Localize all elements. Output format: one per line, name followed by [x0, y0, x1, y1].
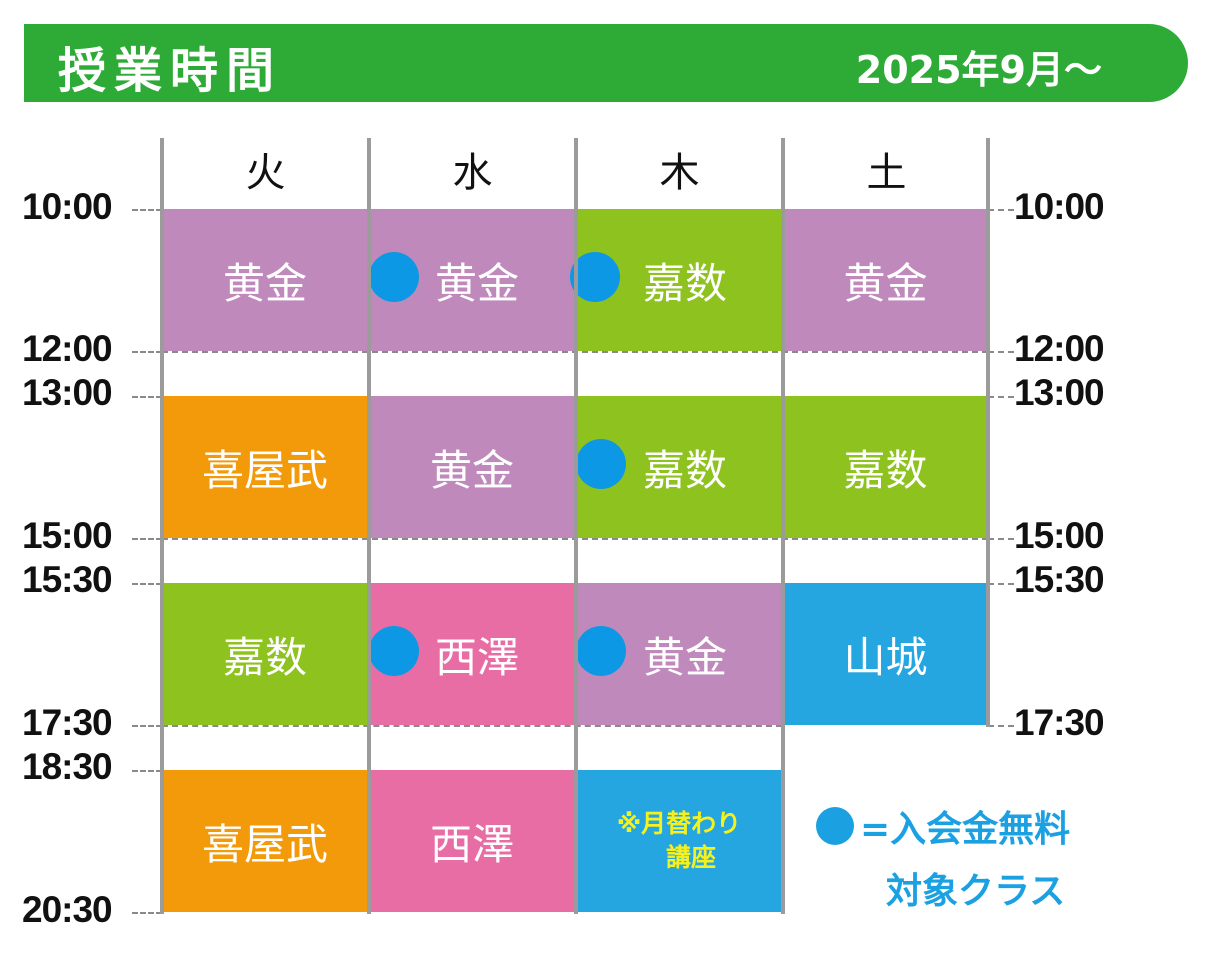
time-label-right-1500: 15:00 — [1014, 515, 1105, 556]
class-wed-1: 黄金 — [369, 209, 575, 351]
time-label-1000: 10:00 — [22, 186, 113, 227]
class-name: 黄金 — [434, 258, 519, 308]
legend-line-1: =入会金無料 — [860, 809, 1071, 850]
class-thu-1: 嘉数 — [570, 209, 782, 351]
time-label-1830: 18:30 — [22, 746, 113, 787]
effective-date: 2025年9月〜 — [855, 48, 1102, 92]
time-guide-1530 — [132, 583, 162, 585]
time-label-1530: 15:30 — [22, 559, 113, 600]
time-label-right-1530: 15:30 — [1014, 559, 1105, 600]
header-bar: 授業時間 2025年9月〜 — [24, 24, 1188, 102]
class-tue-4: 喜屋武 — [162, 770, 368, 912]
time-guide-1200 — [132, 351, 162, 353]
page-title: 授業時間 — [58, 43, 283, 99]
time-guide-1300 — [132, 396, 162, 398]
class-tue-3: 嘉数 — [162, 583, 368, 725]
legend-line-2: 対象クラス — [886, 871, 1066, 912]
free-entry-dot-icon — [576, 626, 626, 676]
note-line-2: 講座 — [665, 843, 716, 872]
day-wednesday: 水 — [452, 150, 493, 196]
time-guide-2030 — [132, 912, 162, 914]
class-name: 黄金 — [843, 258, 928, 308]
time-label-1730: 17:30 — [22, 702, 113, 743]
time-label-2030: 20:30 — [22, 889, 113, 930]
note-line-1: ※月替わり — [616, 809, 742, 839]
class-thu-3: 黄金 — [576, 583, 782, 725]
class-tue-1: 黄金 — [162, 209, 368, 351]
rotating-course-note: ※月替わり 講座 — [617, 807, 741, 875]
time-guide-right-1200 — [988, 351, 1014, 353]
class-name: 嘉数 — [843, 445, 928, 495]
class-name: 嘉数 — [642, 445, 727, 495]
class-name: 嘉数 — [642, 258, 727, 308]
class-sat-1: 黄金 — [783, 209, 988, 351]
time-label-1500: 15:00 — [22, 515, 113, 556]
free-entry-dot-icon — [369, 626, 419, 676]
free-entry-dot-icon — [570, 252, 620, 302]
class-name: 嘉数 — [222, 632, 307, 682]
class-name: 黄金 — [429, 445, 514, 495]
free-entry-dot-icon — [816, 807, 854, 845]
class-wed-3: 西澤 — [369, 583, 575, 725]
class-name: 西澤 — [434, 632, 519, 682]
time-guide-1830 — [132, 770, 162, 772]
time-label-right-1300: 13:00 — [1014, 372, 1105, 413]
free-entry-dot-icon — [369, 252, 419, 302]
class-thu-2: 嘉数 — [576, 396, 782, 538]
free-entry-dot-icon — [576, 439, 626, 489]
class-name: 喜屋武 — [201, 445, 328, 495]
time-label-right-1000: 10:00 — [1014, 186, 1105, 227]
time-guide-1500 — [132, 538, 162, 540]
class-name: 黄金 — [222, 258, 307, 308]
day-saturday: 土 — [866, 150, 907, 196]
legend: =入会金無料 対象クラス — [816, 800, 1070, 914]
time-label-right-1730: 17:30 — [1014, 702, 1105, 743]
time-guide-right-1000 — [988, 209, 1014, 211]
class-tue-2: 喜屋武 — [162, 396, 368, 538]
grid-line — [367, 138, 371, 914]
grid-line — [574, 138, 578, 914]
grid-line — [160, 138, 164, 914]
time-guide-right-1300 — [988, 396, 1014, 398]
time-guide-1730 — [132, 725, 162, 727]
time-label-right-1200: 12:00 — [1014, 328, 1105, 369]
class-name: 喜屋武 — [201, 819, 328, 869]
gap-dash-1730 — [162, 725, 782, 727]
class-name: 西澤 — [429, 819, 514, 869]
day-tuesday: 火 — [245, 150, 286, 196]
time-guide-1000 — [132, 209, 162, 211]
class-name: 山城 — [843, 632, 928, 682]
class-wed-4: 西澤 — [369, 770, 575, 912]
time-label-1300: 13:00 — [22, 372, 113, 413]
class-sat-3: 山城 — [783, 583, 988, 725]
class-wed-2: 黄金 — [369, 396, 575, 538]
grid-line — [781, 138, 785, 914]
time-label-1200: 12:00 — [22, 328, 113, 369]
time-guide-right-1500 — [988, 538, 1014, 540]
class-thu-4: ※月替わり 講座 — [576, 770, 782, 912]
class-sat-2: 嘉数 — [783, 396, 988, 538]
grid-line — [986, 138, 990, 727]
class-name: 黄金 — [642, 632, 727, 682]
time-guide-right-1530 — [988, 583, 1014, 585]
day-thursday: 木 — [659, 150, 700, 196]
time-guide-right-1730 — [988, 725, 1014, 727]
